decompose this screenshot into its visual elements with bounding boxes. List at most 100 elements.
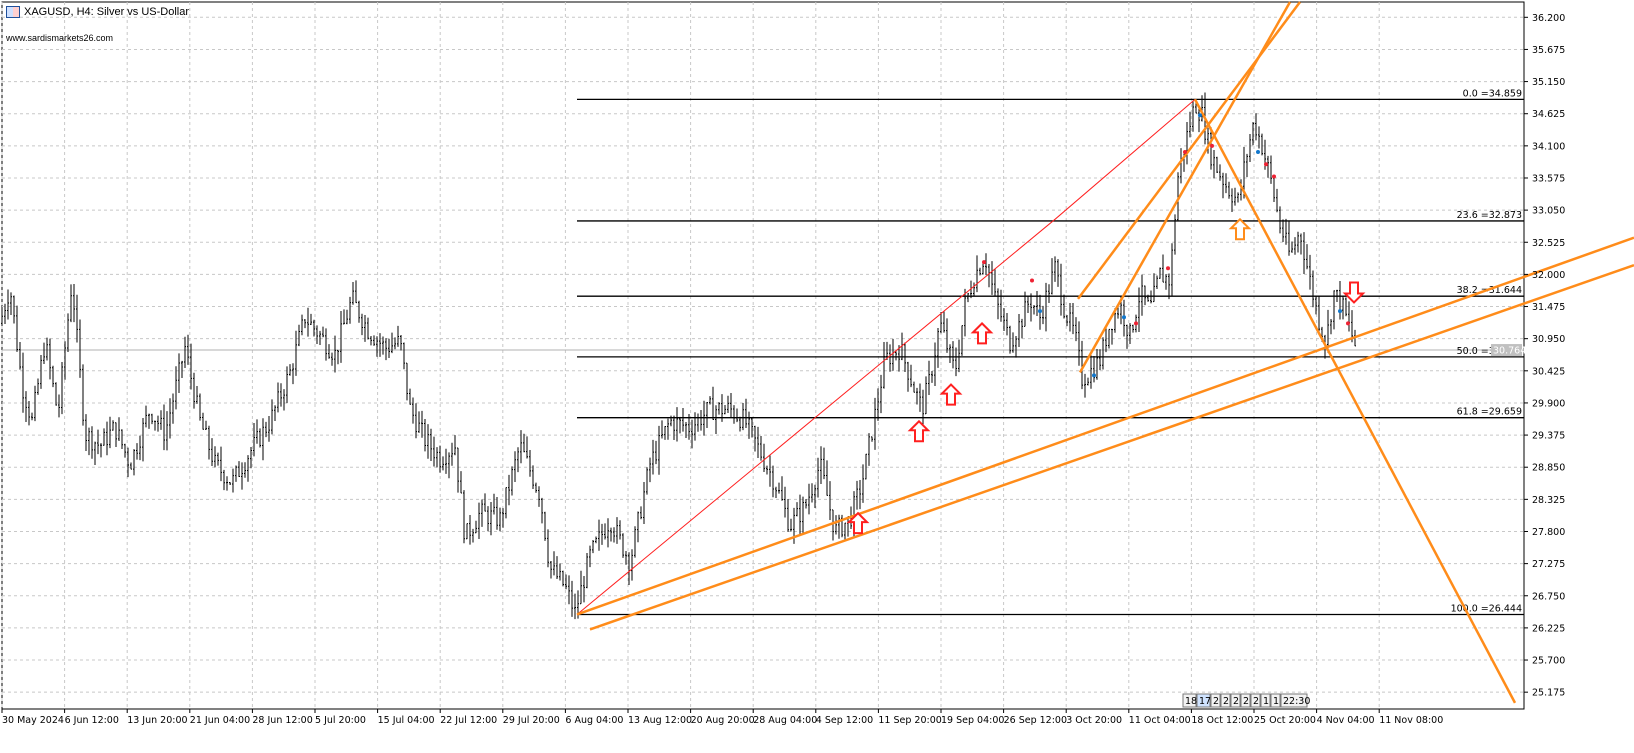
y-tick-label: 25.700 [1532, 656, 1565, 667]
buy-arrow-icon [907, 419, 931, 443]
signal-dot [1166, 266, 1170, 271]
y-tick-label: 35.675 [1532, 45, 1565, 56]
x-tick-label: 18 Oct 12:00 [1191, 715, 1253, 726]
signal-dot [1038, 309, 1042, 314]
period-button-label: 2 [1243, 696, 1249, 707]
fib-level-label: 100.0 =26.444 [1451, 603, 1522, 614]
x-tick-label: 29 Jul 20:00 [503, 715, 560, 726]
y-tick-label: 34.625 [1532, 109, 1565, 120]
y-tick-label: 27.275 [1532, 559, 1565, 570]
period-button-frame [1230, 693, 1241, 708]
y-tick-label: 36.200 [1532, 13, 1565, 24]
trend-lines [576, 1, 1634, 704]
period-button-label: 17 [1199, 696, 1211, 707]
period-button: 2 [1240, 693, 1251, 708]
period-button-label: 2 [1223, 696, 1229, 707]
period-button-frame [1220, 693, 1231, 708]
x-tick-label: 6 Aug 04:00 [565, 715, 623, 726]
plot-frame [1, 1, 1525, 710]
signal-dot [982, 260, 986, 265]
period-button-frame [1210, 693, 1221, 708]
buy-arrow-icon [1228, 217, 1252, 241]
signal-dot [1030, 278, 1034, 283]
x-tick-label: 26 Sep 12:00 [1004, 715, 1067, 726]
signal-dot [1122, 315, 1126, 320]
current-price-label: 30.764 [1493, 346, 1526, 357]
y-tick-label: 31.475 [1532, 302, 1565, 313]
x-tick-label: 5 Jul 20:00 [315, 715, 366, 726]
period-button: 2 [1210, 693, 1221, 708]
signal-dot [1338, 309, 1342, 314]
period-button-frame [1240, 693, 1251, 708]
signal-dot [1346, 321, 1350, 326]
x-tick-label: 15 Jul 04:00 [378, 715, 435, 726]
buy-arrow-icon [970, 321, 994, 345]
time-axis: 30 May 2024 6 Jun 12:00 13 Jun 20:00 21 Jun… [1, 709, 1443, 726]
y-tick-label: 25.175 [1532, 688, 1565, 699]
y-tick-label: 30.950 [1532, 334, 1565, 345]
signal-dot [1210, 143, 1214, 148]
signal-dot [1134, 321, 1138, 326]
buy-arrow-icon [939, 383, 963, 406]
fib-level-label: 23.6 =32.873 [1457, 210, 1522, 221]
period-button-label: 2 [1233, 696, 1239, 707]
candles [1, 92, 1356, 620]
period-button: 1 [1260, 693, 1271, 708]
grid [1, 1, 1525, 710]
x-tick-label: 20 Aug 20:00 [691, 715, 755, 726]
signal-dot [1256, 149, 1260, 154]
period-button: 18 [1182, 693, 1197, 708]
signal-dot [1183, 149, 1187, 154]
y-tick-label: 28.325 [1532, 495, 1565, 506]
period-button-frame [1196, 693, 1211, 708]
period-button-frame [1280, 693, 1308, 708]
x-tick-label: 25 Oct 20:00 [1254, 715, 1316, 726]
y-tick-label: 32.000 [1532, 270, 1565, 281]
chart-header: XAGUSD, H4: Silver vs US-Dollar [6, 6, 189, 18]
y-tick-label: 33.575 [1532, 173, 1565, 184]
y-tick-label: 27.800 [1532, 527, 1565, 538]
x-tick-label: 6 Jun 12:00 [65, 715, 119, 726]
x-tick-label: 4 Nov 04:00 [1317, 715, 1375, 726]
signal-dot [1198, 113, 1202, 118]
price-axis: 36.200 35.675 35.150 34.625 34.100 33.575 33.0… [1491, 13, 1565, 699]
period-button-frame [1182, 693, 1197, 708]
period-button: 1 [1270, 693, 1281, 708]
y-tick-label: 29.375 [1532, 431, 1565, 442]
x-tick-label: 19 Sep 04:00 [941, 715, 1004, 726]
signal-arrows [846, 113, 1366, 535]
x-tick-label: 11 Nov 08:00 [1379, 715, 1443, 726]
x-tick-label: 4 Sep 12:00 [816, 715, 873, 726]
period-button: 22:30 [1280, 693, 1310, 708]
x-tick-label: 22 Jul 12:00 [440, 715, 497, 726]
x-tick-label: 11 Oct 04:00 [1129, 715, 1191, 726]
x-tick-label: 21 Jun 04:00 [190, 715, 250, 726]
period-button-label: 18 [1185, 696, 1197, 707]
y-tick-label: 35.150 [1532, 77, 1565, 88]
period-button: 2 [1230, 693, 1241, 708]
period-button-frame [1270, 693, 1281, 708]
x-tick-label: 11 Sep 20:00 [878, 715, 941, 726]
period-button: 17 [1196, 693, 1211, 708]
period-button-label: 2 [1253, 696, 1259, 707]
period-button-label: 2 [1213, 696, 1219, 707]
x-tick-label: 3 Oct 20:00 [1066, 715, 1122, 726]
fib-level-label: 38.2 =31.644 [1457, 285, 1522, 296]
period-button-frame [1250, 693, 1261, 708]
period-button-frame [1260, 693, 1271, 708]
y-tick-label: 28.850 [1532, 463, 1565, 474]
chart-title: XAGUSD, H4: Silver vs US-Dollar [24, 6, 190, 18]
buy-arrow-icon [846, 511, 870, 535]
period-buttons: 18 17 2 2 2 2 2 1 1 22:30 [1182, 693, 1310, 708]
y-tick-label: 29.900 [1532, 398, 1565, 409]
website-label: www.sardismarkets26.com [6, 33, 114, 43]
chart-window-icon [6, 6, 20, 18]
y-tick-label: 26.225 [1532, 623, 1565, 634]
period-button-label: 1 [1263, 696, 1269, 707]
y-tick-label: 26.750 [1532, 591, 1565, 602]
period-button-label: 22:30 [1283, 696, 1310, 707]
x-tick-label: 13 Aug 12:00 [628, 715, 692, 726]
x-tick-label: 30 May 2024 [2, 715, 64, 726]
